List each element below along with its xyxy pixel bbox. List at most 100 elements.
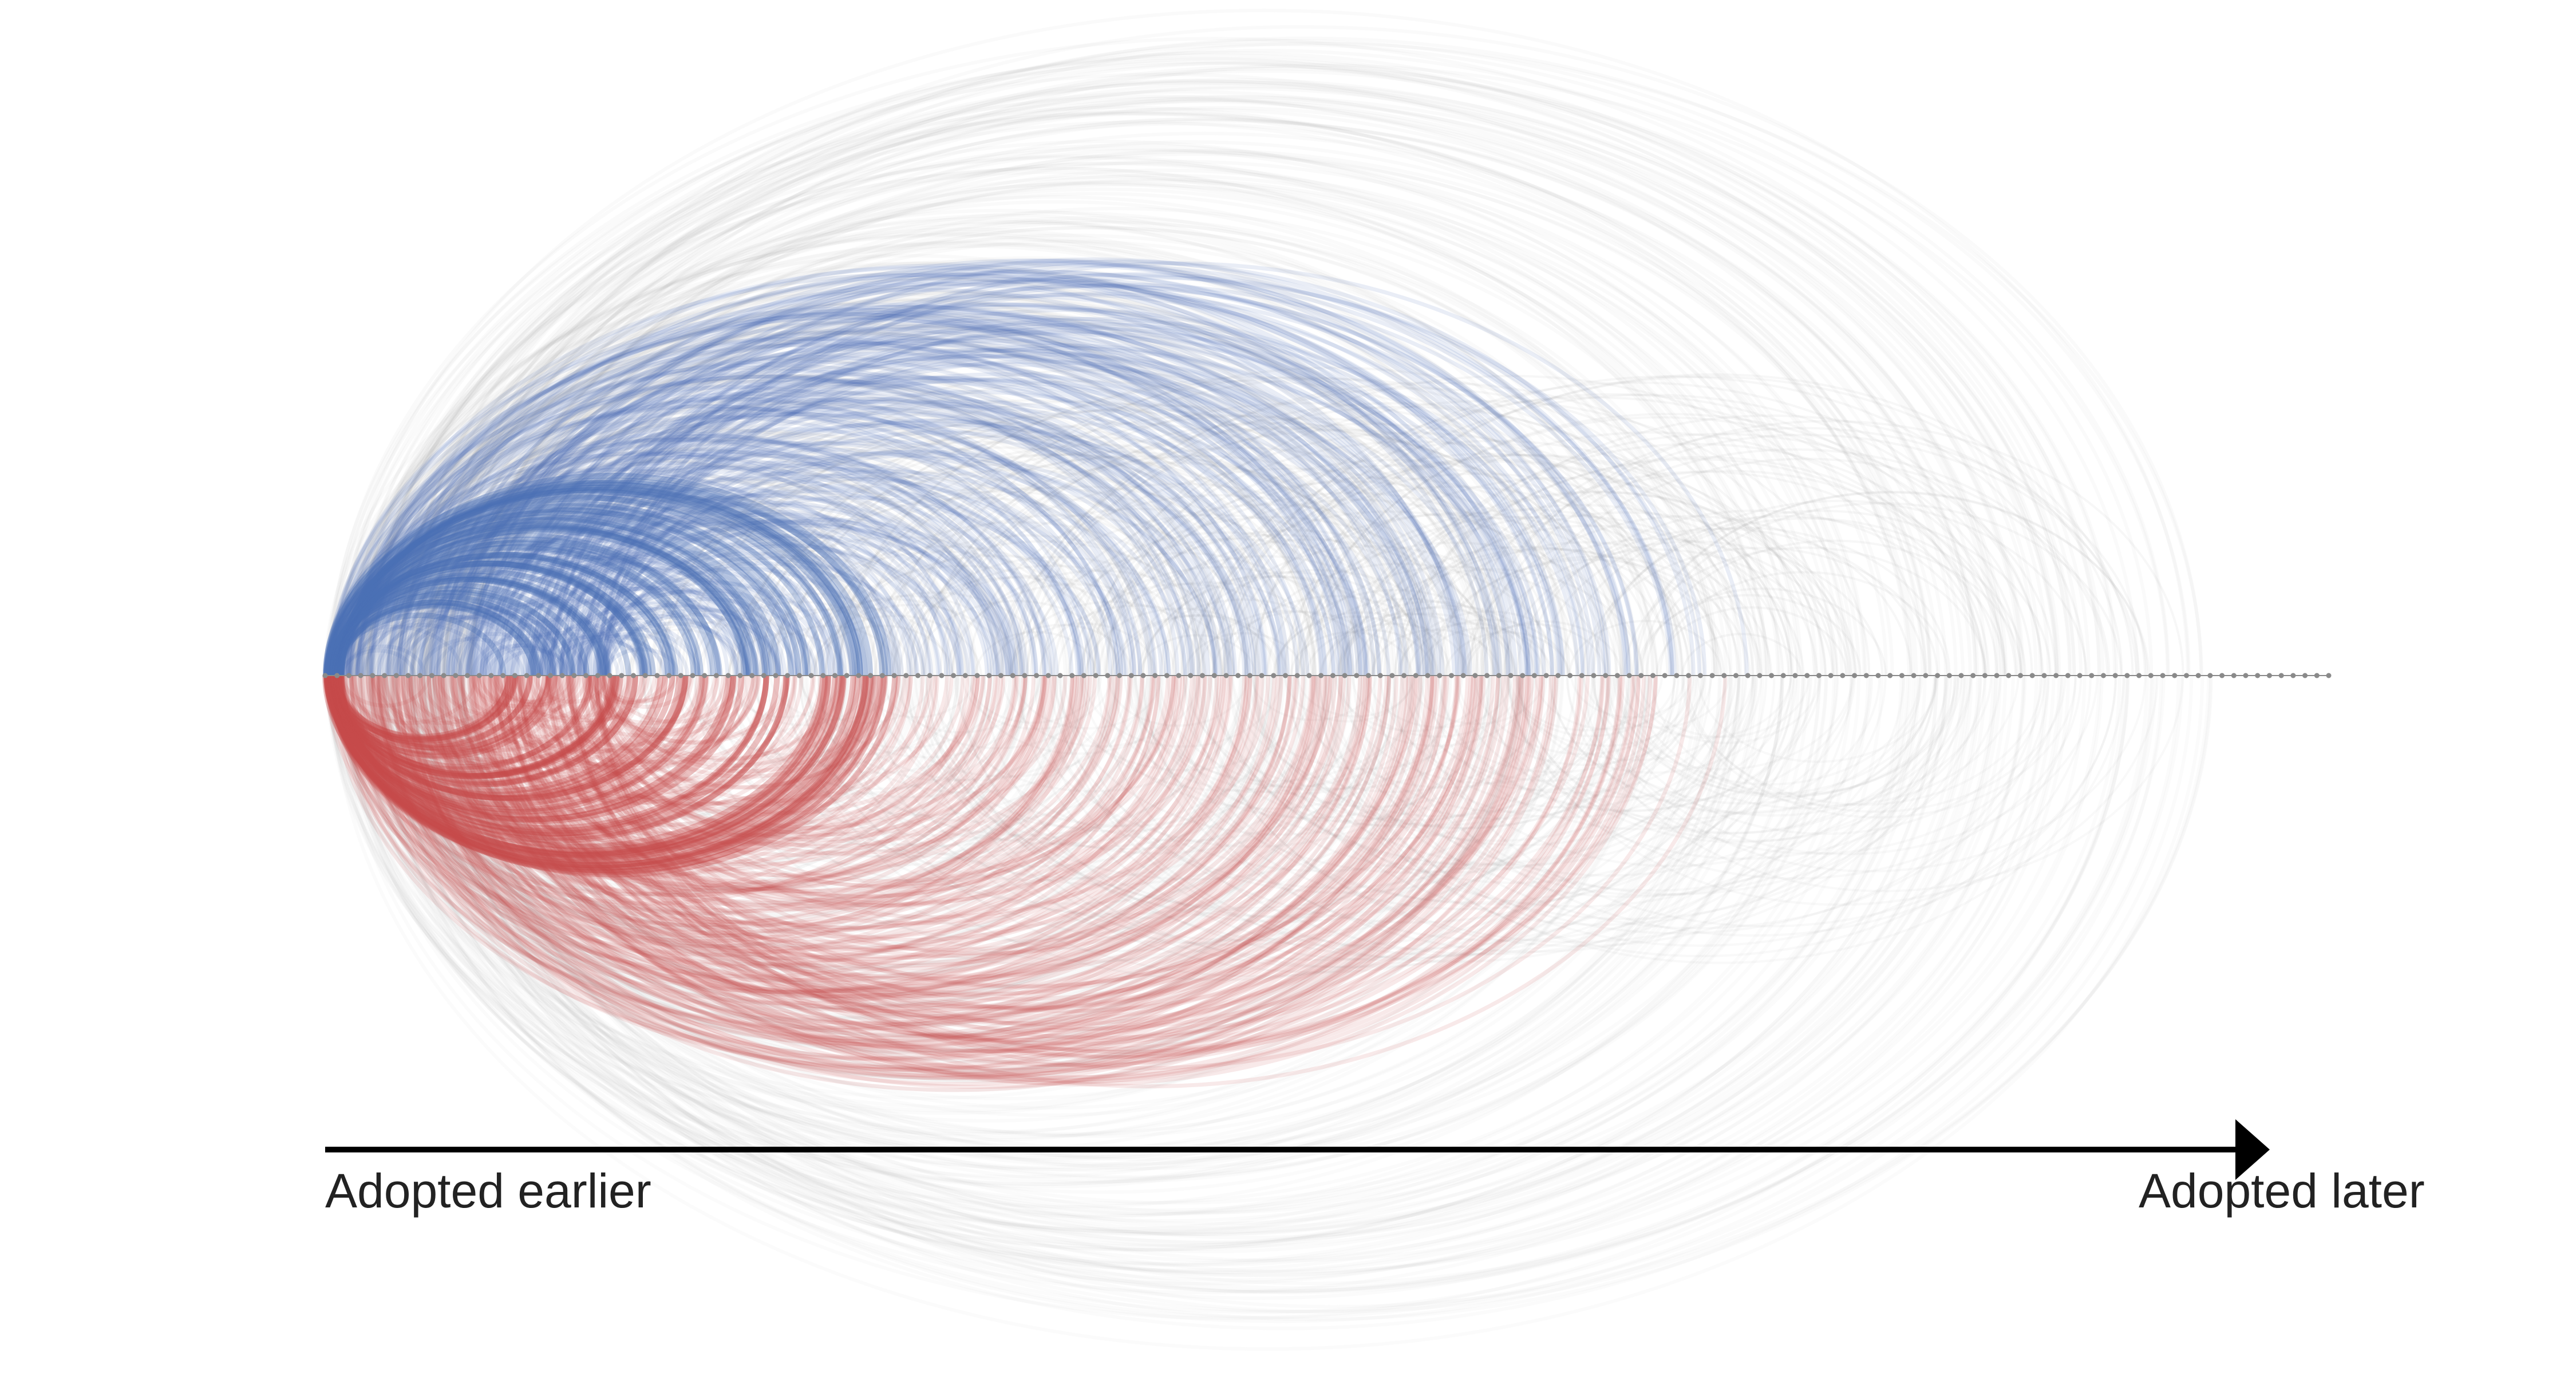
gray-arc: [400, 675, 887, 848]
gray-arc: [806, 564, 1119, 676]
red-arc: [457, 675, 582, 721]
blue-arc: [354, 515, 799, 676]
gray-arc: [448, 675, 867, 827]
gray-arc: [435, 675, 1152, 934]
red-arc: [394, 675, 1293, 996]
node-dot: [690, 673, 696, 678]
gray-arc: [1298, 516, 1741, 676]
gray-arc: [1200, 396, 1985, 676]
blue-arc: [395, 413, 1123, 676]
gray-arc: [384, 675, 1492, 1075]
node-row: [322, 673, 2332, 678]
blue-arc: [568, 519, 1010, 676]
gray-arc: [410, 675, 1912, 1212]
node-dot: [2077, 673, 2083, 678]
gray-arc: [414, 175, 1803, 676]
gray-arc: [385, 49, 2139, 676]
blue-arc: [342, 472, 914, 676]
gray-arc: [1222, 453, 1838, 676]
gray-arc: [683, 675, 906, 756]
gray-arc: [954, 675, 1416, 842]
blue-arc: [478, 460, 1082, 676]
blue-arc: [376, 287, 1464, 676]
gray-arc: [1092, 374, 1927, 676]
blue-arc: [540, 510, 1000, 676]
gray-arc: [417, 36, 2191, 676]
blue-arc: [431, 356, 1328, 676]
red-arc: [571, 675, 1636, 1060]
red-arc: [381, 675, 1145, 951]
blue-arc: [422, 538, 808, 676]
gray-arc: [1163, 440, 1827, 676]
red-arc: [414, 675, 888, 847]
red-arc: [545, 675, 791, 765]
blue-arc: [511, 493, 1015, 676]
gray-arc: [361, 436, 1025, 676]
red-arc: [479, 675, 590, 715]
blue-arc: [509, 471, 1074, 676]
red-arc: [451, 675, 1546, 1070]
gray-arc: [956, 675, 1631, 919]
gray-arc: [370, 675, 1490, 1079]
gray-arc: [1237, 511, 1692, 676]
blue-arc: [377, 606, 574, 676]
node-dot: [2089, 673, 2095, 678]
gray-arc: [773, 444, 1425, 676]
gray-arc: [371, 675, 1272, 1001]
blue-arc: [506, 277, 1611, 676]
blue-arc: [430, 274, 1555, 676]
red-arc: [477, 675, 975, 853]
blue-arc: [446, 372, 1287, 676]
red-arc: [327, 675, 831, 858]
gray-arc: [1183, 675, 1732, 874]
gray-arc: [1310, 675, 2092, 957]
red-arc: [325, 675, 874, 874]
gray-arc: [348, 493, 852, 676]
node-dot: [974, 673, 980, 678]
gray-arc: [437, 675, 1278, 976]
gray-arc: [908, 675, 1405, 855]
gray-arc: [1296, 675, 1416, 718]
red-arc: [519, 675, 1605, 1067]
red-arc: [516, 675, 1144, 902]
gray-arc: [1097, 675, 1873, 956]
gray-arc: [427, 400, 1191, 676]
blue-arc: [367, 406, 1112, 676]
red-arc: [420, 675, 577, 731]
node-dot: [1792, 673, 1798, 678]
blue-arc: [456, 506, 934, 676]
red-arc: [495, 675, 1200, 930]
blue-arc: [433, 631, 556, 676]
gray-arc: [1650, 675, 2020, 807]
gray-arc: [759, 453, 1375, 676]
gray-arc: [765, 550, 1119, 676]
gray-arc: [432, 675, 1028, 891]
gray-arc: [732, 468, 1305, 676]
gray-arc: [385, 675, 1362, 1028]
gray-arc: [427, 66, 2117, 676]
red-arc: [567, 675, 1333, 952]
blue-arc: [595, 523, 1017, 676]
blue-arc: [477, 476, 1029, 676]
gray-arc: [442, 675, 1282, 978]
node-dot: [927, 673, 933, 678]
gray-arc: [457, 675, 994, 867]
gray-arc: [1166, 675, 1812, 906]
gray-arc: [1012, 402, 1771, 676]
gray-arc: [339, 357, 1232, 676]
gray-arc: [361, 240, 1568, 676]
node-dot: [1045, 673, 1051, 678]
blue-arc: [564, 626, 699, 676]
gray-arc: [889, 455, 1510, 676]
red-arc: [486, 675, 830, 800]
blue-arc: [525, 338, 1460, 676]
gray-arc: [346, 675, 959, 897]
gray-arc: [380, 675, 1392, 1037]
gray-arc: [378, 276, 1487, 676]
gray-arc: [1538, 526, 1951, 676]
blue-arc: [398, 493, 904, 676]
gray-arc: [422, 69, 2105, 676]
blue-arc: [424, 526, 836, 676]
blue-arc: [323, 480, 863, 676]
gray-arc: [1093, 459, 1694, 676]
